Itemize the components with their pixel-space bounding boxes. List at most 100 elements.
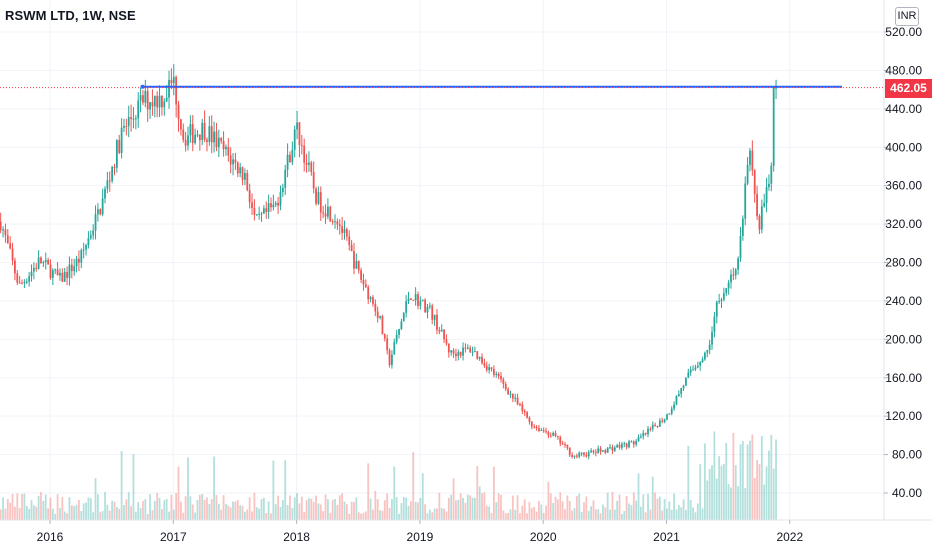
volume-bar — [383, 500, 386, 520]
volume-bar — [682, 499, 685, 520]
candle-body — [99, 209, 102, 215]
volume-bar — [246, 509, 249, 520]
volume-bar — [459, 493, 462, 520]
volume-bar — [134, 511, 137, 520]
volume-bar — [696, 503, 699, 520]
volume-bar — [367, 463, 370, 520]
candle-body — [106, 180, 109, 189]
candle-body — [317, 192, 320, 204]
volume-bar — [172, 509, 175, 520]
volume-bar — [395, 497, 398, 520]
candle-body — [436, 314, 438, 331]
candle-body — [739, 236, 742, 259]
volume-bar — [533, 506, 536, 520]
volume-bar — [244, 511, 246, 520]
price-tick-label: 240.00 — [885, 294, 922, 308]
candle-body — [464, 347, 467, 349]
candle-body — [270, 203, 272, 208]
candle-body — [63, 271, 66, 282]
candle-body — [281, 187, 284, 193]
volume-bar — [644, 512, 647, 520]
candle-body — [92, 230, 95, 236]
candle-body — [151, 102, 154, 107]
volume-bar — [651, 476, 654, 520]
price-tick-label: 280.00 — [885, 256, 922, 270]
volume-bar — [744, 488, 747, 520]
volume-bar — [689, 499, 692, 520]
time-tick-label: 2018 — [283, 530, 310, 544]
volume-bar — [687, 445, 690, 520]
volume-bar — [40, 492, 42, 520]
candle-body — [504, 384, 507, 390]
time-tick-label: 2020 — [530, 530, 557, 544]
price-axis[interactable]: 520.00 480.00 440.00 400.00 360.00 320.00 280.… — [883, 0, 922, 520]
candle-body — [194, 134, 197, 144]
volume-bar — [37, 495, 40, 520]
volume-bar — [229, 507, 232, 520]
volume-bar — [566, 495, 569, 520]
candlestick-series[interactable] — [0, 64, 777, 460]
volume-bar — [611, 492, 614, 520]
volume-bar — [372, 509, 374, 520]
volume-bar — [206, 497, 208, 520]
candle-body — [61, 272, 64, 282]
candle-body — [545, 431, 547, 433]
candle-body — [14, 260, 16, 274]
volume-bar — [262, 497, 265, 520]
volume-bar — [391, 499, 393, 520]
volume-bar — [535, 511, 538, 520]
candle-body — [507, 389, 510, 395]
volume-bar — [732, 432, 735, 520]
volume-bar — [409, 501, 412, 520]
candle-body — [393, 341, 396, 355]
candle-body — [559, 436, 562, 444]
candle-body — [749, 150, 751, 165]
volume-bar — [355, 497, 358, 520]
candle-body — [206, 139, 208, 142]
candle-body — [6, 235, 9, 244]
volume-bar — [213, 456, 215, 520]
volume-bar — [357, 512, 360, 520]
volume-bar — [530, 508, 533, 520]
time-axis[interactable]: 2016 2017 2018 2019 2020 2021 2022 — [0, 519, 932, 544]
volume-bar — [362, 512, 365, 520]
volume-bar — [711, 465, 713, 520]
volume-bar — [476, 466, 479, 520]
candle-body — [438, 330, 441, 332]
volume-bar — [725, 442, 728, 520]
candle-body — [49, 264, 52, 278]
volume-bar — [336, 505, 339, 520]
candle-body — [234, 159, 237, 163]
volume-bar — [92, 512, 95, 520]
candle-body — [775, 87, 777, 89]
candle-body — [760, 206, 763, 230]
volume-bar — [61, 497, 64, 520]
candle-body — [592, 450, 595, 453]
volume-bar — [137, 502, 140, 520]
volume-bar — [142, 501, 144, 520]
volume-bar — [478, 486, 481, 520]
candle-body — [658, 420, 661, 427]
candle-body — [433, 314, 436, 320]
volume-bar — [149, 494, 151, 520]
volume-bar — [127, 492, 130, 520]
volume-bar — [628, 503, 630, 520]
candle-body — [632, 441, 635, 445]
candle-body — [602, 450, 604, 452]
volume-bar — [464, 502, 467, 520]
volume-bar — [718, 456, 721, 520]
currency-button[interactable]: INR — [895, 7, 919, 26]
volume-bar — [326, 499, 329, 520]
candle-body — [322, 212, 325, 214]
volume-bar — [11, 493, 14, 520]
volume-bar — [239, 505, 242, 520]
volume-bar — [421, 473, 424, 520]
candle-body — [156, 95, 159, 108]
candle-body — [355, 261, 358, 269]
candle-body — [497, 373, 500, 376]
volume-bar — [552, 503, 555, 520]
volume-bar — [165, 498, 168, 520]
candle-body — [28, 276, 31, 282]
volume-bar — [708, 468, 711, 520]
